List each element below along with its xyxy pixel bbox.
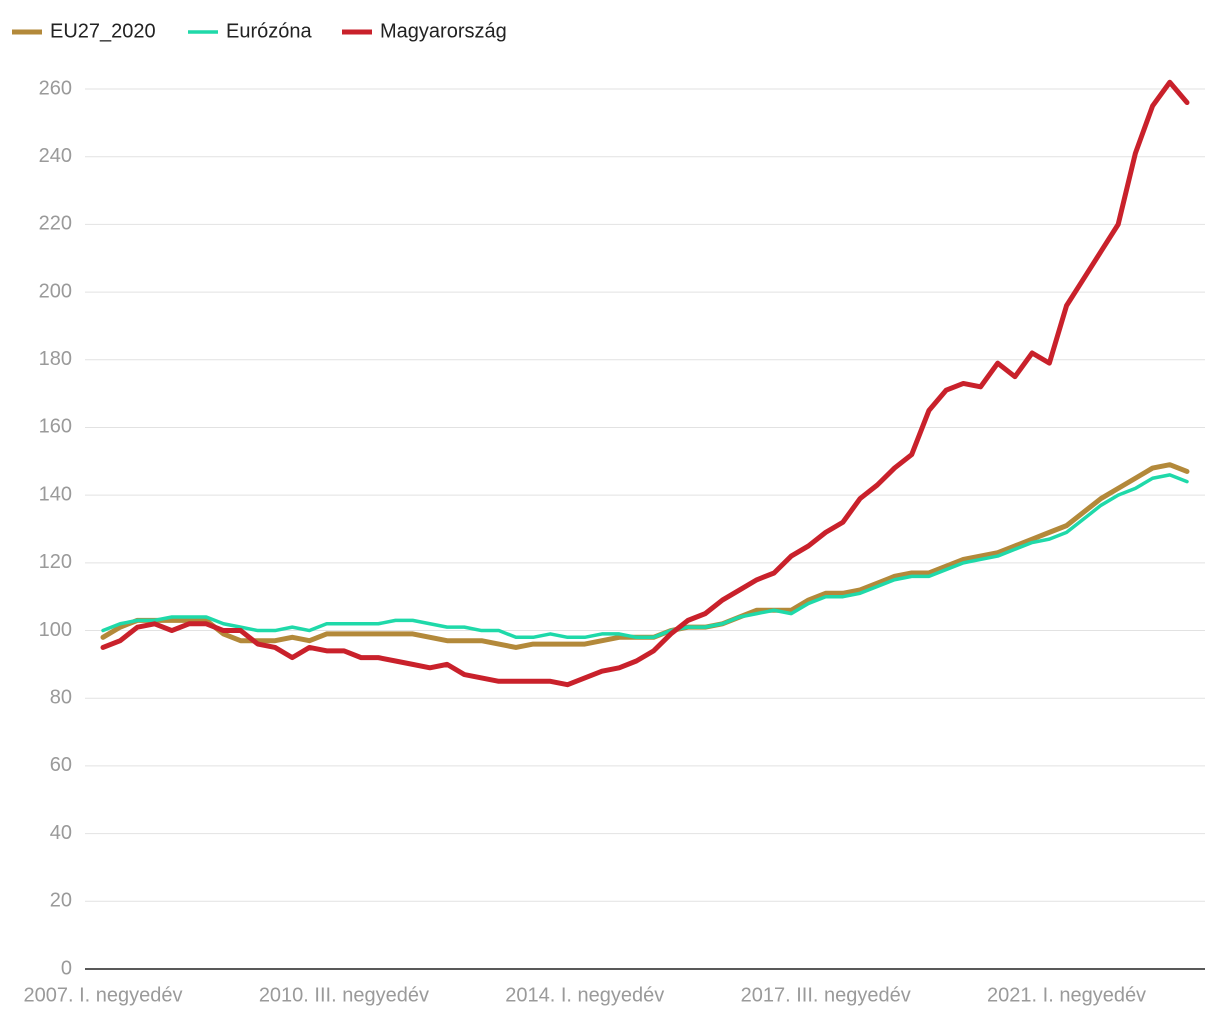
y-tick-label: 260 <box>39 77 72 99</box>
y-tick-label: 160 <box>39 416 72 438</box>
x-tick-label: 2010. III. negyedév <box>259 984 429 1006</box>
legend-label: EU27_2020 <box>50 20 156 42</box>
x-tick-label: 2017. III. negyedév <box>741 984 911 1006</box>
y-tick-label: 0 <box>61 957 72 979</box>
x-tick-label: 2014. I. negyedév <box>505 984 664 1006</box>
series-line <box>100 462 1190 650</box>
y-tick-label: 180 <box>39 348 72 370</box>
legend-label: Eurózóna <box>226 20 312 42</box>
legend-label: Magyarország <box>380 20 507 42</box>
y-tick-label: 200 <box>39 280 72 302</box>
y-tick-label: 240 <box>39 145 72 167</box>
y-tick-label: 140 <box>39 483 72 505</box>
series-line <box>101 473 1189 640</box>
y-tick-label: 80 <box>50 687 72 709</box>
x-tick-label: 2021. I. negyedév <box>987 984 1146 1006</box>
y-tick-label: 60 <box>50 754 72 776</box>
y-tick-label: 100 <box>39 619 72 641</box>
series-line <box>100 79 1190 688</box>
y-tick-label: 120 <box>39 551 72 573</box>
y-tick-label: 220 <box>39 213 72 235</box>
y-tick-label: 20 <box>50 890 72 912</box>
x-tick-label: 2007. I. negyedév <box>23 984 182 1006</box>
y-tick-label: 40 <box>50 822 72 844</box>
